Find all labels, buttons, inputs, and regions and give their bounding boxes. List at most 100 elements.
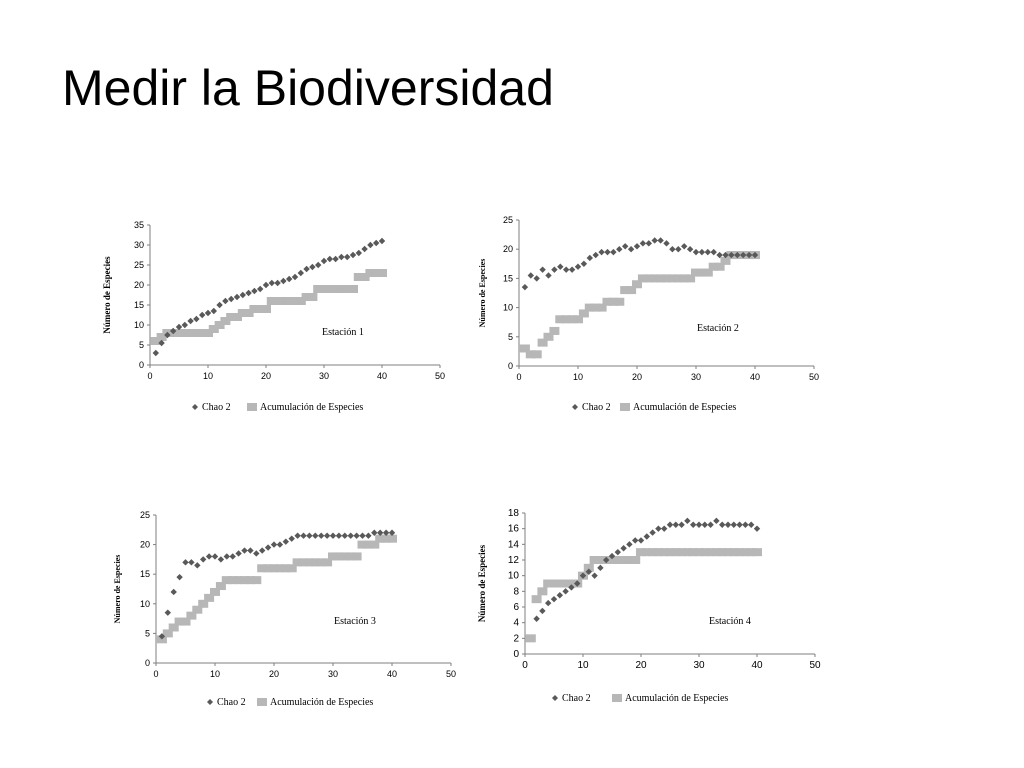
station-annotation: Estación 1 <box>322 327 364 338</box>
chao2-point <box>539 266 546 273</box>
acumulacion-point <box>659 548 670 557</box>
acumulacion-point <box>705 548 716 557</box>
chao2-point <box>684 517 691 525</box>
acumulacion-point <box>239 576 250 585</box>
acumulacion-point <box>711 548 722 557</box>
legend-chao2-marker <box>572 404 578 410</box>
chao2-point <box>645 240 652 247</box>
x-tick-label: 20 <box>635 660 647 671</box>
acumulacion-point <box>174 329 184 337</box>
chao2-point <box>527 272 534 279</box>
acumulacion-point <box>734 548 745 557</box>
chao2-point <box>318 532 325 539</box>
x-tick-label: 10 <box>210 669 220 679</box>
chao2-point <box>182 559 189 566</box>
chao2-point <box>187 317 194 325</box>
chao2-point <box>610 248 617 256</box>
y-tick-label: 5 <box>508 332 513 342</box>
acumulacion-point <box>607 556 617 564</box>
chao2-point <box>332 255 339 263</box>
chao2-point <box>748 521 755 528</box>
y-tick-label: 10 <box>134 320 144 330</box>
acumulacion-point <box>573 315 583 324</box>
chao2-point <box>563 266 570 273</box>
y-tick-label: 10 <box>140 599 150 609</box>
y-tick-label: 8 <box>513 586 519 597</box>
acumulacion-point <box>525 634 536 643</box>
chao2-point <box>574 580 581 587</box>
chao2-point <box>306 532 313 539</box>
chao2-point <box>194 562 201 569</box>
chao2-point <box>320 257 328 265</box>
acumulacion-point <box>670 548 681 557</box>
chao2-point <box>556 592 563 599</box>
chao2-point <box>695 521 703 528</box>
chao2-point <box>217 556 225 563</box>
chao2-point <box>276 541 284 548</box>
acumulacion-point <box>191 329 202 337</box>
y-tick-label: 14 <box>508 539 520 550</box>
y-tick-label: 12 <box>508 555 520 566</box>
chao2-point <box>300 532 307 539</box>
chao2-point <box>545 599 552 607</box>
x-tick-label: 10 <box>573 372 583 382</box>
acumulacion-point <box>359 273 370 281</box>
acumulacion-point <box>310 558 321 567</box>
acumulacion-point <box>661 274 672 283</box>
chao2-point <box>282 538 289 545</box>
chao2-point <box>707 521 714 528</box>
chao2-point <box>643 533 650 540</box>
chao2-point <box>270 541 278 548</box>
chao2-point <box>655 525 662 532</box>
chao2-point <box>686 246 694 253</box>
acumulacion-point <box>150 337 161 345</box>
chao2-point <box>690 521 697 528</box>
chao2-point <box>710 248 717 256</box>
chao2-point <box>603 556 610 564</box>
chao2-point <box>241 547 248 554</box>
acumulacion-point <box>319 285 329 293</box>
chao2-point <box>347 532 354 539</box>
y-tick-label: 15 <box>134 300 144 310</box>
acumulacion-point <box>377 269 387 277</box>
acumulacion-point <box>584 303 595 312</box>
chao2-point <box>657 237 664 244</box>
acumulacion-point <box>637 274 648 283</box>
acumulacion-point <box>255 305 266 313</box>
chao2-point <box>228 295 235 303</box>
chao2-point <box>378 237 386 245</box>
acumulacion-point <box>162 629 173 638</box>
chao2-point <box>200 556 207 563</box>
station-annotation: Estación 2 <box>697 323 739 334</box>
chao2-point <box>579 572 587 579</box>
y-tick-label: 20 <box>503 244 513 254</box>
chao2-point <box>297 269 304 277</box>
chao2-point <box>222 297 229 305</box>
acumulacion-point <box>746 548 757 557</box>
acumulacion-point <box>348 285 358 293</box>
x-tick-label: 0 <box>522 660 528 671</box>
chao2-point <box>632 537 639 544</box>
x-tick-label: 20 <box>632 372 642 382</box>
acumulacion-point <box>694 548 704 557</box>
acumulacion-point <box>589 556 600 564</box>
acumulacion-point <box>632 280 642 289</box>
acumulacion-point <box>280 564 291 573</box>
chao2-point <box>251 287 258 295</box>
acumulacion-point <box>543 579 554 588</box>
acumulacion-point <box>714 262 725 271</box>
acumulacion-point <box>688 548 699 557</box>
chao2-point <box>170 588 177 596</box>
chao2-point <box>533 615 540 622</box>
acumulacion-point <box>643 274 654 283</box>
y-tick-label: 2 <box>513 633 519 644</box>
acumulacion-point <box>636 548 646 557</box>
x-tick-label: 40 <box>751 660 763 671</box>
acumulacion-point <box>583 563 594 572</box>
y-tick-label: 35 <box>134 220 144 230</box>
acumulacion-point <box>578 309 589 318</box>
chao2-point <box>681 243 688 250</box>
y-tick-label: 5 <box>145 628 150 638</box>
acumulacion-point <box>519 344 530 353</box>
y-tick-label: 18 <box>508 508 520 519</box>
